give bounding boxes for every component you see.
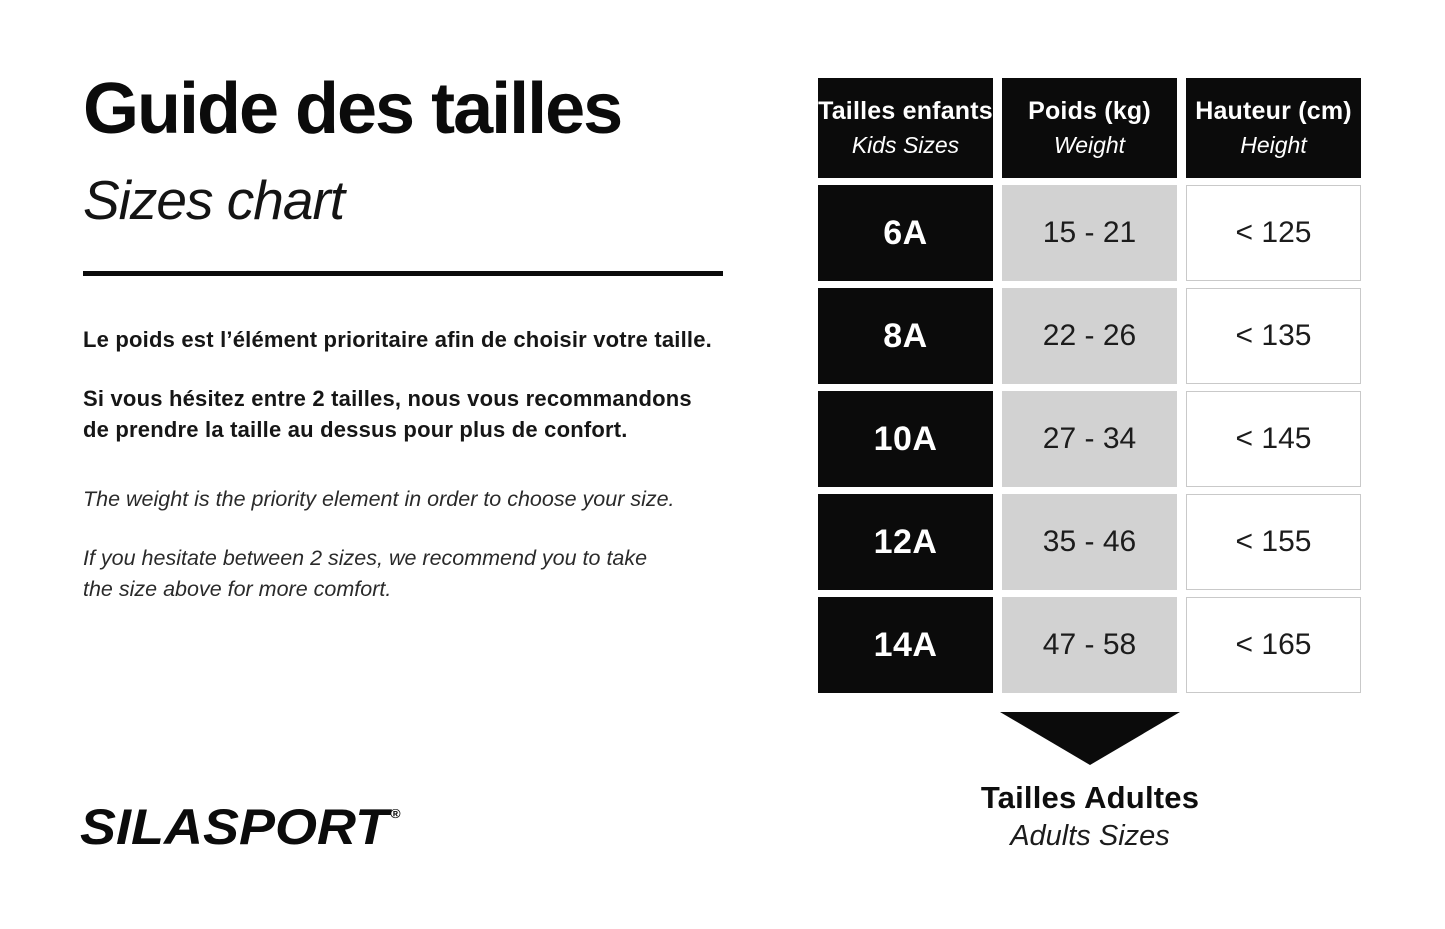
intro-paragraph-french-1: Le poids est l’élément prioritaire afin … — [83, 327, 712, 352]
table-header-weight: Poids (kg) Weight — [1002, 78, 1177, 178]
weight-cell-10a: 27 - 34 — [1002, 391, 1177, 487]
size-cell-8a: 8A — [818, 288, 993, 384]
weight-cell-8a: 22 - 26 — [1002, 288, 1177, 384]
header-label-en: Height — [1240, 132, 1307, 158]
height-cell-6a: < 125 — [1186, 185, 1361, 281]
down-arrow-icon — [1000, 712, 1180, 765]
header-label-fr: Tailles enfants — [818, 97, 993, 125]
page-title-english: Sizes chart — [83, 169, 345, 231]
kids-size-table: Tailles enfants Kids Sizes Poids (kg) We… — [818, 78, 1361, 693]
size-cell-14a: 14A — [818, 597, 993, 693]
title-divider-rule — [83, 271, 723, 276]
weight-cell-6a: 15 - 21 — [1002, 185, 1177, 281]
silasport-logo: SILASPORT ® — [80, 798, 401, 856]
header-label-en: Weight — [1053, 132, 1126, 158]
header-label-fr: Poids (kg) — [1028, 97, 1151, 125]
height-cell-10a: < 145 — [1186, 391, 1361, 487]
height-cell-14a: < 165 — [1186, 597, 1361, 693]
intro-paragraph-english-1: The weight is the priority element in or… — [83, 487, 675, 511]
weight-cell-14a: 47 - 58 — [1002, 597, 1177, 693]
header-label-fr: Hauteur (cm) — [1195, 97, 1352, 125]
adult-sizes-caption: Tailles Adultes Adults Sizes — [890, 780, 1290, 853]
size-cell-6a: 6A — [818, 185, 993, 281]
intro-paragraph-english-2: If you hesitate between 2 sizes, we reco… — [83, 546, 648, 601]
height-cell-8a: < 135 — [1186, 288, 1361, 384]
size-cell-10a: 10A — [818, 391, 993, 487]
table-header-sizes: Tailles enfants Kids Sizes — [818, 78, 993, 178]
page-title-french: Guide des tailles — [83, 69, 623, 149]
registered-trademark-icon: ® — [390, 806, 401, 821]
intro-paragraph-french-2: Si vous hésitez entre 2 tailles, nous vo… — [83, 386, 692, 443]
adult-sizes-label-en: Adults Sizes — [1010, 820, 1170, 852]
adult-sizes-label-fr: Tailles Adultes — [980, 780, 1200, 815]
size-cell-12a: 12A — [818, 494, 993, 590]
weight-cell-12a: 35 - 46 — [1002, 494, 1177, 590]
silasport-logo-text: SILASPORT — [80, 799, 389, 855]
header-label-en: Kids Sizes — [851, 132, 960, 158]
table-header-height: Hauteur (cm) Height — [1186, 78, 1361, 178]
height-cell-12a: < 155 — [1186, 494, 1361, 590]
